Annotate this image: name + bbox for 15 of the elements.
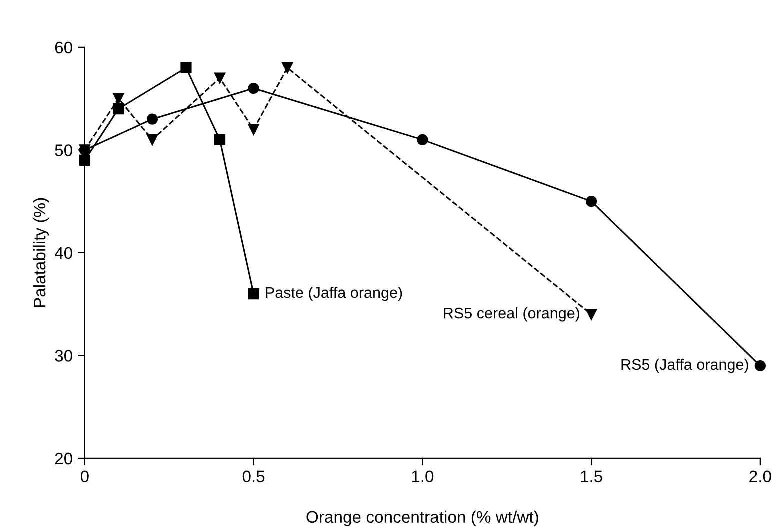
y-tick-label: 20 <box>55 452 72 465</box>
x-tick-label: 1.5 <box>581 470 602 483</box>
x-tick-label: 0.5 <box>242 470 265 483</box>
annotation: RS5 cereal (orange) <box>444 308 580 322</box>
y-tick-label: 50 <box>55 144 72 156</box>
y-tick-label: 30 <box>55 350 72 362</box>
y-axis-title: Palatability (%) <box>33 198 50 308</box>
y-tick-label: 40 <box>54 247 72 260</box>
x-tick-label: 2.0 <box>750 470 772 483</box>
annotation: Paste (Jaffa orange) <box>266 286 402 302</box>
x-tick-label: 0 <box>80 470 89 483</box>
y-tick-label: 60 <box>55 42 72 54</box>
annotation: RS5 (Jaffa orange) <box>622 358 748 374</box>
x-tick-label: 1.0 <box>412 470 434 483</box>
x-axis-title: Orange concentration (% wt/wt) <box>306 510 538 526</box>
